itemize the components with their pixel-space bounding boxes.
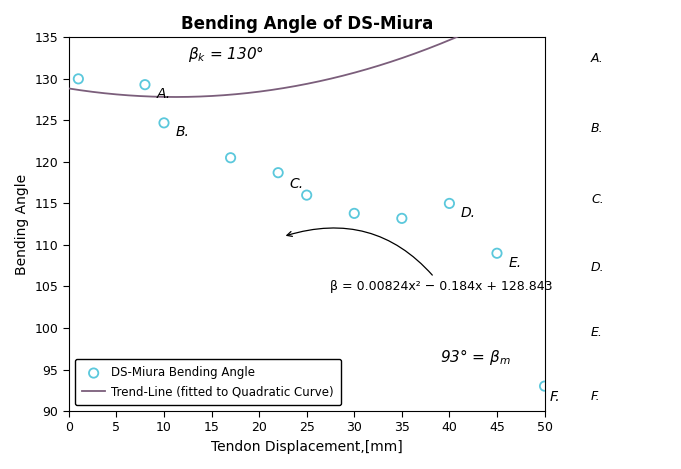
Text: F.: F. <box>550 390 560 404</box>
Text: E.: E. <box>509 256 522 270</box>
Title: Bending Angle of DS-Miura: Bending Angle of DS-Miura <box>180 15 433 33</box>
Line: Trend-Line (fitted to Quadratic Curve): Trend-Line (fitted to Quadratic Curve) <box>69 0 545 97</box>
Text: D.: D. <box>461 206 476 220</box>
Y-axis label: Bending Angle: Bending Angle <box>15 174 29 275</box>
Text: F.: F. <box>591 390 601 403</box>
Trend-Line (fitted to Quadratic Curve) <box>221 92 229 98</box>
DS-Miura Bending Angle <box>301 191 312 199</box>
Trend-Line (fitted to Quadratic Curve) <box>171 94 179 100</box>
Trend-Line (fitted to Quadratic Curve) <box>122 92 130 98</box>
DS-Miura Bending Angle <box>539 382 550 390</box>
DS-Miura Bending Angle <box>444 200 455 207</box>
Trend-Line (fitted to Quadratic Curve) <box>412 50 420 56</box>
Text: E.: E. <box>591 326 603 340</box>
Legend: DS-Miura Bending Angle, Trend-Line (fitted to Quadratic Curve): DS-Miura Bending Angle, Trend-Line (fitt… <box>75 359 341 405</box>
Text: A.: A. <box>157 87 170 101</box>
Text: A.: A. <box>591 52 604 65</box>
DS-Miura Bending Angle <box>159 119 170 127</box>
Trend-Line (fitted to Quadratic Curve) <box>409 51 417 57</box>
Text: C.: C. <box>591 193 604 206</box>
DS-Miura Bending Angle <box>396 215 407 222</box>
DS-Miura Bending Angle <box>140 81 151 89</box>
DS-Miura Bending Angle <box>349 210 360 217</box>
Text: β = 0.00824x² − 0.184x + 128.843: β = 0.00824x² − 0.184x + 128.843 <box>287 228 553 293</box>
DS-Miura Bending Angle <box>492 250 503 257</box>
Trend-Line (fitted to Quadratic Curve) <box>65 86 73 91</box>
DS-Miura Bending Angle <box>73 75 84 83</box>
DS-Miura Bending Angle <box>272 169 283 176</box>
Trend-Line (fitted to Quadratic Curve) <box>365 66 373 71</box>
Trend-Line (fitted to Quadratic Curve) <box>254 89 262 95</box>
Text: B.: B. <box>176 125 189 139</box>
Text: D.: D. <box>591 261 605 274</box>
Text: B.: B. <box>591 122 604 136</box>
Text: $\beta_k$ = 130°: $\beta_k$ = 130° <box>188 44 264 64</box>
DS-Miura Bending Angle <box>225 154 236 161</box>
Text: 93° = $\beta_m$: 93° = $\beta_m$ <box>440 347 511 367</box>
X-axis label: Tendon Displacement,[mm]: Tendon Displacement,[mm] <box>211 440 402 454</box>
Text: C.: C. <box>289 177 304 191</box>
